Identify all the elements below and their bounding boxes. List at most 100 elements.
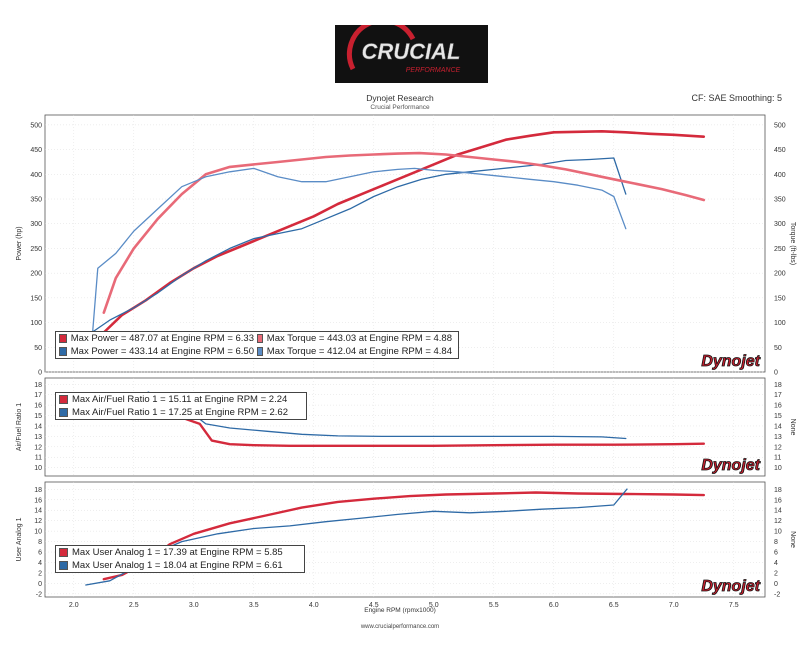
- y-right-tick-label: 11: [774, 455, 781, 462]
- legend-swatch: [257, 334, 263, 343]
- y-right-tick-label: -2: [774, 591, 780, 598]
- x-tick-label: 2.0: [69, 602, 79, 609]
- x-tick-label: 6.0: [549, 602, 559, 609]
- x-tick-label: 2.5: [129, 602, 139, 609]
- legend-label: Max Torque = 412.04 at Engine RPM = 4.84: [266, 346, 452, 357]
- y-right-tick-label: 10: [774, 465, 782, 472]
- series-line-1-0: [101, 413, 705, 447]
- legend-swatch: [59, 561, 68, 570]
- y-tick-label: 10: [34, 529, 42, 536]
- legend-swatch: [257, 347, 263, 356]
- y-right-tick-label: 100: [774, 320, 786, 327]
- y-right-tick-label: 12: [774, 518, 782, 525]
- dynojet-watermark: Dynojet: [701, 578, 760, 595]
- x-tick-label: 4.0: [309, 602, 319, 609]
- x-tick-label: 5.0: [429, 602, 439, 609]
- y-tick-label: 50: [34, 345, 42, 352]
- logo-wordmark: CRUCIAL: [362, 39, 461, 64]
- y-right-tick-label: 17: [774, 392, 782, 399]
- y-tick-label: 450: [30, 147, 42, 154]
- y-right-tick-label: 13: [774, 434, 782, 441]
- y-right-tick-label: 450: [774, 147, 786, 154]
- legend-row: Max Power = 487.07 at Engine RPM = 6.33 M…: [56, 332, 458, 345]
- panel-frame: [44, 114, 766, 373]
- y-right-tick-label: 0: [774, 581, 778, 588]
- y-tick-label: 12: [34, 518, 42, 525]
- y-tick-label: 15: [34, 413, 42, 420]
- logo-subtext: PERFORMANCE: [406, 67, 461, 74]
- panel-frame: [44, 481, 766, 598]
- y-tick-label: 2: [38, 570, 42, 577]
- x-tick-label: 4.5: [369, 602, 379, 609]
- report-title: Dynojet Research: [366, 93, 434, 103]
- correction-factor-label: CF: SAE Smoothing: 5: [691, 93, 782, 103]
- y-tick-label: 12: [34, 444, 42, 451]
- y-right-tick-label: 12: [774, 444, 782, 451]
- series-line-0-3: [91, 167, 627, 343]
- y-tick-label: 100: [30, 320, 42, 327]
- crucial-performance-logo: CRUCIAL PERFORMANCE: [335, 25, 488, 83]
- y-tick-label: 16: [34, 403, 42, 410]
- y-right-tick-label: 2: [774, 570, 778, 577]
- series-line-0-1: [91, 157, 627, 334]
- series-line-0-2: [102, 151, 706, 315]
- legend-entry: Max User Analog 1 = 18.04 at Engine RPM …: [56, 560, 283, 571]
- y-right-tick-label: 16: [774, 403, 782, 410]
- y-tick-label: 18: [34, 487, 42, 494]
- y-right-tick-label: 15: [774, 413, 782, 420]
- user-analog-legend: Max User Analog 1 = 17.39 at Engine RPM …: [55, 545, 305, 573]
- footer-url: www.crucialperformance.com: [360, 624, 440, 630]
- power-torque-legend: Max Power = 487.07 at Engine RPM = 6.33 M…: [55, 331, 459, 359]
- y-right-tick-label: 18: [774, 487, 782, 494]
- x-axis-title: Engine RPM (rpmx1000): [364, 607, 436, 614]
- y-axis-right-title: Torque (ft-lbs): [789, 222, 796, 265]
- legend-swatch: [59, 334, 67, 343]
- y-right-tick-label: 350: [774, 197, 786, 204]
- y-tick-label: 18: [34, 382, 42, 389]
- legend-label: Max Torque = 443.03 at Engine RPM = 4.88: [266, 333, 452, 344]
- legend-swatch: [59, 548, 68, 557]
- legend-label: Max User Analog 1 = 18.04 at Engine RPM …: [72, 560, 283, 571]
- legend-row: Max Power = 433.14 at Engine RPM = 6.50 M…: [56, 345, 458, 358]
- y-tick-label: 350: [30, 197, 42, 204]
- x-tick-label: 7.5: [729, 602, 739, 609]
- legend-label: Max Power = 487.07 at Engine RPM = 6.33: [70, 333, 254, 344]
- y-tick-label: 200: [30, 271, 42, 278]
- x-tick-label: 5.5: [489, 602, 499, 609]
- y-axis-title: Air/Fuel Ratio 1: [16, 403, 23, 451]
- y-tick-label: 500: [30, 122, 42, 129]
- y-tick-label: 6: [38, 550, 42, 557]
- legend-label: Max User Analog 1 = 17.39 at Engine RPM …: [72, 547, 283, 558]
- y-right-tick-label: 250: [774, 246, 786, 253]
- x-tick-label: 6.5: [609, 602, 619, 609]
- legend-entry: Max Power = 433.14 at Engine RPM = 6.50: [56, 346, 254, 357]
- y-tick-label: 400: [30, 172, 42, 179]
- x-tick-label: 3.5: [249, 602, 259, 609]
- legend-entry: Max Torque = 412.04 at Engine RPM = 4.84: [254, 346, 452, 357]
- y-axis-title: User Analog 1: [16, 517, 23, 561]
- x-tick-label: 7.0: [669, 602, 679, 609]
- y-right-tick-label: 14: [774, 508, 782, 515]
- y-right-tick-label: 16: [774, 497, 782, 504]
- legend-label: Max Air/Fuel Ratio 1 = 15.11 at Engine R…: [72, 394, 288, 405]
- y-tick-label: 14: [34, 508, 42, 515]
- dynojet-watermark: Dynojet: [701, 457, 760, 474]
- y-axis-right-title: None: [789, 419, 796, 436]
- legend-swatch: [59, 347, 67, 356]
- y-right-tick-label: 10: [774, 529, 782, 536]
- y-tick-label: 14: [34, 423, 42, 430]
- legend-row: Max User Analog 1 = 17.39 at Engine RPM …: [56, 546, 304, 559]
- y-right-tick-label: 50: [774, 345, 782, 352]
- y-right-tick-label: 18: [774, 382, 782, 389]
- legend-label: Max Air/Fuel Ratio 1 = 17.25 at Engine R…: [72, 407, 288, 418]
- y-axis-right-title: None: [789, 531, 796, 548]
- y-tick-label: -2: [36, 591, 42, 598]
- y-tick-label: 16: [34, 497, 42, 504]
- legend-swatch: [59, 408, 68, 417]
- y-tick-label: 0: [38, 581, 42, 588]
- legend-entry: Max Air/Fuel Ratio 1 = 15.11 at Engine R…: [56, 394, 287, 405]
- series-line-1-1: [147, 391, 627, 440]
- y-right-tick-label: 300: [774, 221, 786, 228]
- legend-entry: Max User Analog 1 = 17.39 at Engine RPM …: [56, 547, 283, 558]
- legend-entry: Max Torque = 443.03 at Engine RPM = 4.88: [254, 333, 452, 344]
